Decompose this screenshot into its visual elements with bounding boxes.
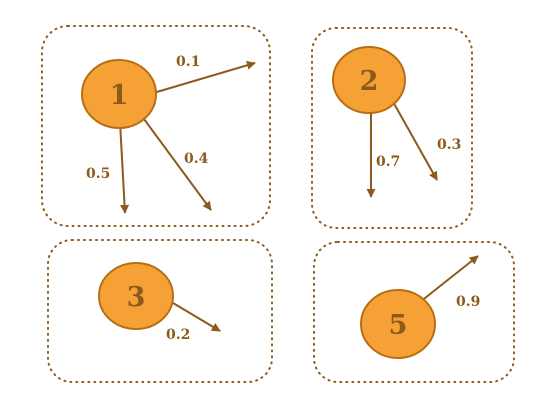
edge-1-0.4 xyxy=(140,114,212,211)
node-label-3: 3 xyxy=(127,282,146,313)
node-2: 2 xyxy=(332,46,406,114)
edge-5-0.9 xyxy=(419,255,479,303)
edge-label-3-0.2: 0.2 xyxy=(166,327,190,343)
node-label-1: 1 xyxy=(110,80,129,111)
group-box-2 xyxy=(311,27,473,229)
node-label-5: 5 xyxy=(389,310,408,341)
node-5: 5 xyxy=(360,289,436,359)
group-box-1 xyxy=(41,25,271,227)
edge-1-0.1 xyxy=(149,60,256,95)
edge-label-5-0.9: 0.9 xyxy=(456,294,480,310)
group-box-3 xyxy=(47,239,273,383)
edge-2-0.3 xyxy=(391,99,438,181)
edge-3-0.2 xyxy=(167,299,221,332)
edge-label-1-0.1: 0.1 xyxy=(176,54,200,70)
edge-label-2-0.3: 0.3 xyxy=(437,137,461,153)
group-box-5 xyxy=(313,241,515,383)
edge-label-1-0.4: 0.4 xyxy=(184,151,209,167)
node-3: 3 xyxy=(98,262,174,330)
node-label-2: 2 xyxy=(360,66,379,97)
edge-1-0.5 xyxy=(119,121,130,214)
node-1: 1 xyxy=(81,59,157,129)
edge-label-1-0.5: 0.5 xyxy=(86,166,110,182)
edge-label-2-0.7: 0.7 xyxy=(376,154,400,170)
